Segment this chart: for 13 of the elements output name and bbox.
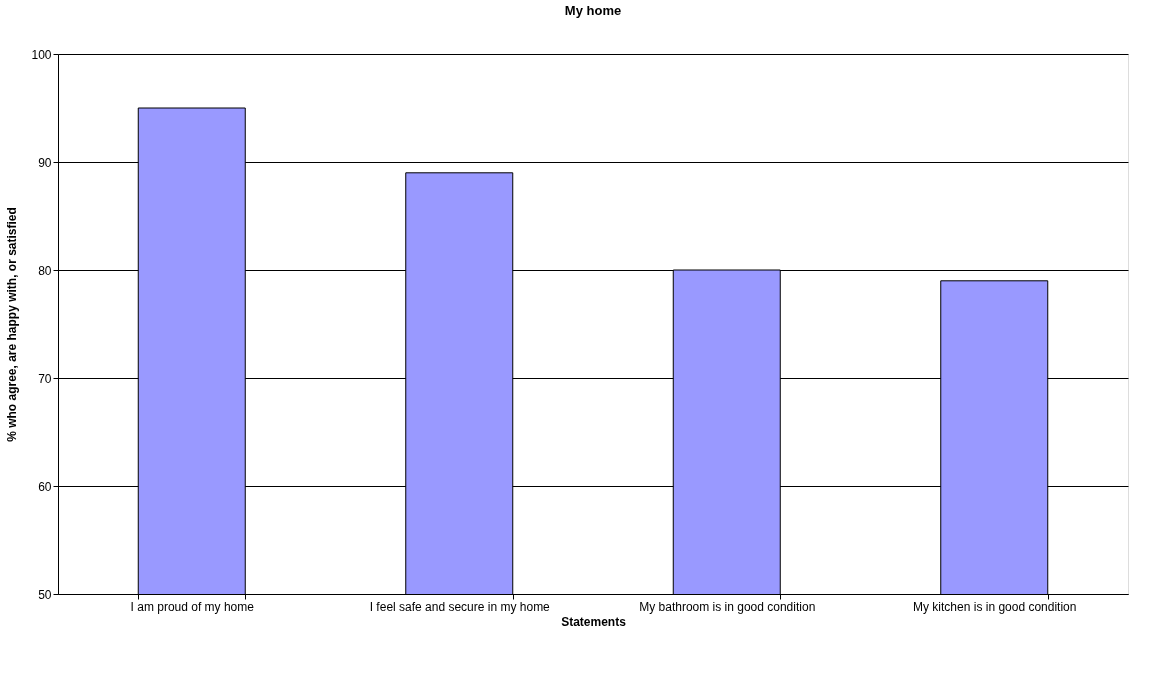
y-tick-label: 80: [38, 263, 52, 278]
y-tick-label: 70: [38, 371, 52, 386]
y-axis-title: % who agree, are happy with, or satisfied: [5, 207, 20, 442]
y-tick-label: 50: [38, 587, 52, 602]
x-axis-title: Statements: [561, 614, 627, 629]
x-tick-label: My bathroom is in good condition: [639, 599, 816, 614]
y-tick-label: 100: [31, 47, 52, 62]
chart-title: My home: [564, 3, 622, 18]
x-tick-label: I feel safe and secure in my home: [369, 599, 551, 614]
y-tick-label: 60: [38, 479, 52, 494]
y-tick-label: 90: [38, 155, 52, 170]
x-tick-label: My kitchen is in good condition: [913, 599, 1077, 614]
x-tick-label: I am proud of my home: [130, 599, 255, 614]
